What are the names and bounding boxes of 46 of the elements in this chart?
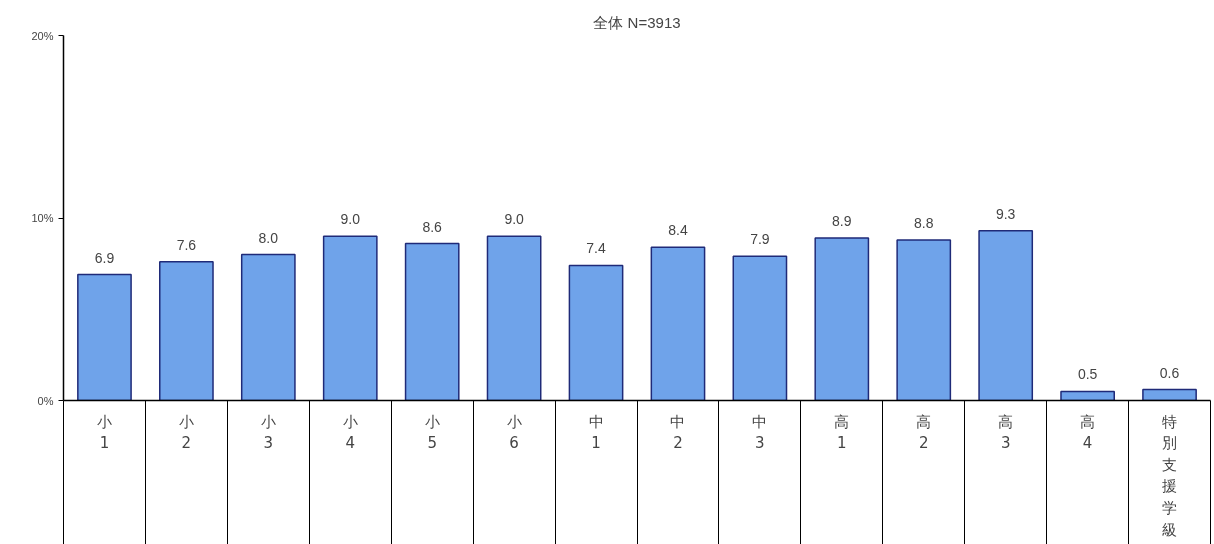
x-tick-label: 特別支援学級 xyxy=(1162,412,1178,539)
x-tick-label: 高3 xyxy=(998,412,1014,453)
bar xyxy=(568,264,624,401)
x-tick-label: 小6 xyxy=(506,412,522,453)
x-tick-label: 高4 xyxy=(1080,412,1096,453)
bar xyxy=(240,253,296,401)
y-tick-label: 10% xyxy=(31,212,54,224)
data-label: 9.0 xyxy=(340,211,361,228)
bar xyxy=(1060,390,1115,401)
data-label: 8.8 xyxy=(914,214,934,231)
data-label: 6.9 xyxy=(94,249,115,266)
x-tick-label: 小3 xyxy=(260,412,276,453)
data-label: 9.3 xyxy=(995,205,1016,222)
data-label: 8.0 xyxy=(258,229,279,246)
data-label: 9.0 xyxy=(504,211,525,228)
bar xyxy=(1142,388,1197,401)
data-label: 7.6 xyxy=(176,236,197,253)
chart-title: 全体 N=3913 xyxy=(593,13,681,31)
bar xyxy=(814,237,870,401)
data-label: 0.5 xyxy=(1077,366,1098,383)
y-tick-label: 0% xyxy=(37,394,54,407)
data-label: 8.9 xyxy=(832,213,852,230)
bar xyxy=(159,261,214,401)
y-tick-label: 20% xyxy=(31,29,54,42)
data-label: 8.6 xyxy=(422,218,443,235)
x-tick-label: 小5 xyxy=(424,412,440,453)
x-tick-label: 高2 xyxy=(916,412,932,453)
bar xyxy=(404,242,460,401)
data-label: 8.4 xyxy=(668,222,688,239)
bar xyxy=(650,246,706,401)
x-tick-label: 小1 xyxy=(96,412,112,453)
data-label: 0.6 xyxy=(1159,364,1180,381)
bar xyxy=(77,273,132,401)
x-tick-label: 中2 xyxy=(670,412,686,453)
x-tick-label: 高1 xyxy=(834,412,850,453)
x-tick-label: 中3 xyxy=(752,412,768,453)
data-label: 7.4 xyxy=(586,240,606,257)
bar xyxy=(486,235,542,401)
x-tick-label: 中1 xyxy=(588,412,604,453)
data-label: 7.9 xyxy=(750,231,770,248)
bar xyxy=(978,230,1034,401)
x-tick-label: 小4 xyxy=(342,412,358,453)
bar xyxy=(322,235,378,401)
bar xyxy=(732,255,788,401)
bar xyxy=(896,239,952,401)
x-tick-label: 小2 xyxy=(178,412,194,453)
